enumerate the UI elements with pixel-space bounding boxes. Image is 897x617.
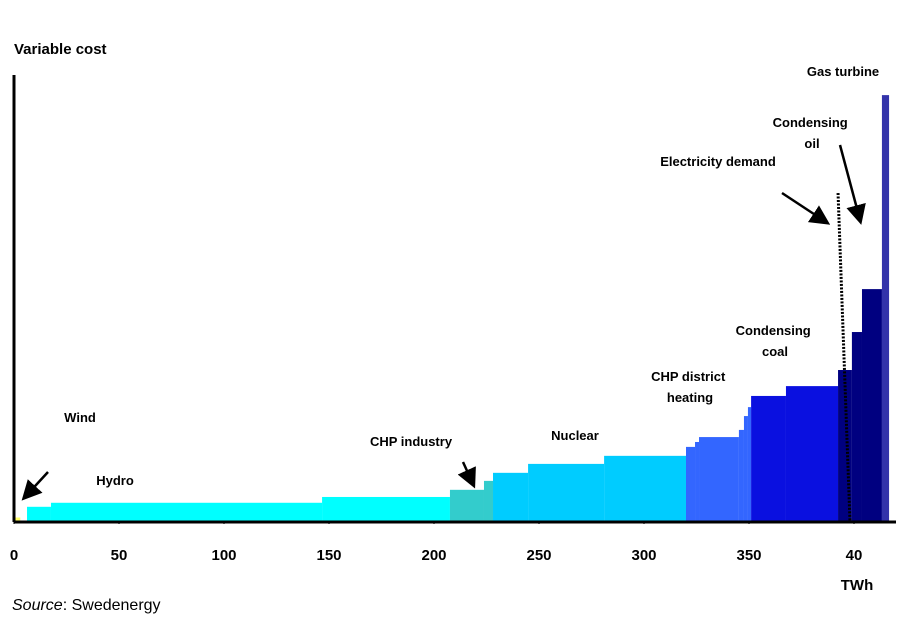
step-bar (686, 446, 696, 522)
step-bar (483, 480, 494, 522)
series-label: Nuclear (551, 428, 599, 443)
x-tick-label: 50 (111, 547, 128, 564)
step-bar (738, 429, 744, 522)
step-bar (449, 489, 484, 522)
x-tick-label: 40 (846, 547, 863, 564)
step-bar (861, 289, 882, 522)
series-label: Wind (64, 410, 96, 425)
step-bar (785, 386, 839, 522)
x-tick-label: 150 (316, 547, 341, 564)
step-bar (50, 502, 323, 522)
step-bar (528, 463, 605, 522)
series-label: Condensing coal (736, 323, 815, 359)
arrow (457, 461, 476, 489)
step-bar (27, 506, 51, 522)
arrow (781, 191, 831, 225)
series-label: Gas turbine (807, 64, 879, 79)
y-axis-label: Variable cost (14, 41, 107, 58)
series-label: Condensing oil (773, 115, 852, 151)
step-bar (743, 416, 748, 522)
source: Source: Swedenergy (12, 597, 161, 614)
series-label: CHP industry (370, 434, 453, 449)
source-text: : Swedenergy (63, 597, 161, 614)
x-tick-label: 300 (631, 547, 656, 564)
step-bar (747, 407, 752, 522)
step-bar (695, 441, 700, 522)
x-tick-label: 250 (526, 547, 551, 564)
demand-label: Electricity demand (660, 154, 776, 169)
x-tick-label: 200 (421, 547, 446, 564)
x-tick-label: 0 (10, 547, 18, 564)
x-tick-label: 100 (211, 547, 236, 564)
series-label: Hydro (96, 473, 134, 488)
x-tick-label: 350 (736, 547, 761, 564)
arrow (838, 144, 866, 225)
series-label: CHP district heating (651, 369, 729, 405)
step-bar (851, 332, 862, 522)
step-bar (493, 472, 529, 522)
step-bar (751, 395, 786, 522)
step-bar (322, 496, 450, 522)
demand-line (836, 192, 852, 523)
step-bar (881, 95, 890, 523)
x-axis-label: TWh (841, 577, 873, 594)
step-bar (604, 455, 686, 522)
step-bar (14, 517, 21, 522)
source-label: Source (12, 597, 63, 614)
arrow (21, 471, 49, 501)
step-bar (699, 437, 739, 522)
